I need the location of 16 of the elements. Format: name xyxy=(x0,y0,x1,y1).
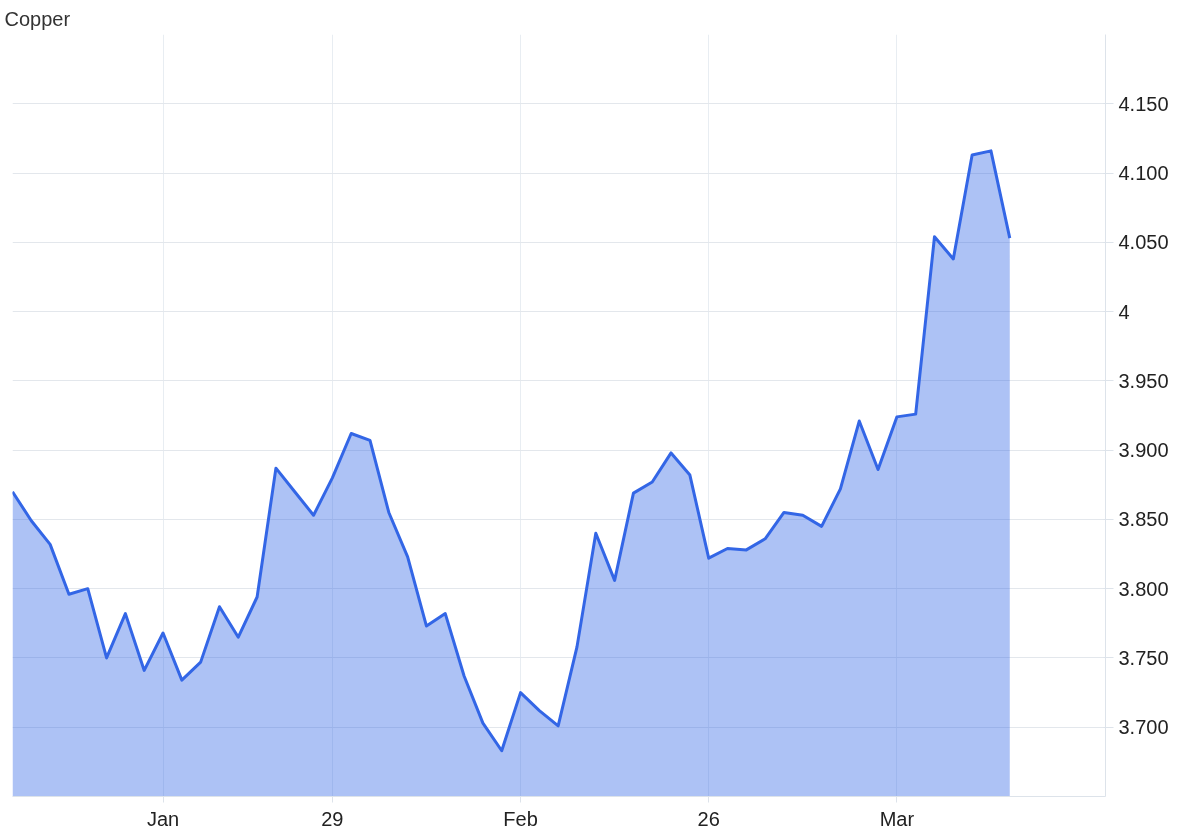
y-tick-label: 3.750 xyxy=(1118,646,1169,669)
y-tick-label: 4.150 xyxy=(1118,92,1169,115)
y-tick-label: 3.950 xyxy=(1118,369,1169,392)
x-tick-label: Mar xyxy=(879,807,915,830)
y-tick-label: 3.700 xyxy=(1118,716,1169,739)
y-tick-label: 4.050 xyxy=(1118,231,1169,254)
y-tick-label: 3.900 xyxy=(1118,439,1169,462)
x-tick-label: Jan xyxy=(146,807,180,830)
y-tick-label: 4 xyxy=(1118,300,1130,323)
y-tick-label: 4.100 xyxy=(1118,162,1169,185)
chart-title: Copper xyxy=(4,7,71,30)
x-tick-label: 29 xyxy=(321,807,344,830)
y-tick-label: 3.850 xyxy=(1118,508,1169,531)
x-tick-label: Feb xyxy=(503,807,538,830)
x-tick-label: 26 xyxy=(697,807,720,830)
y-tick-label: 3.800 xyxy=(1118,577,1169,600)
